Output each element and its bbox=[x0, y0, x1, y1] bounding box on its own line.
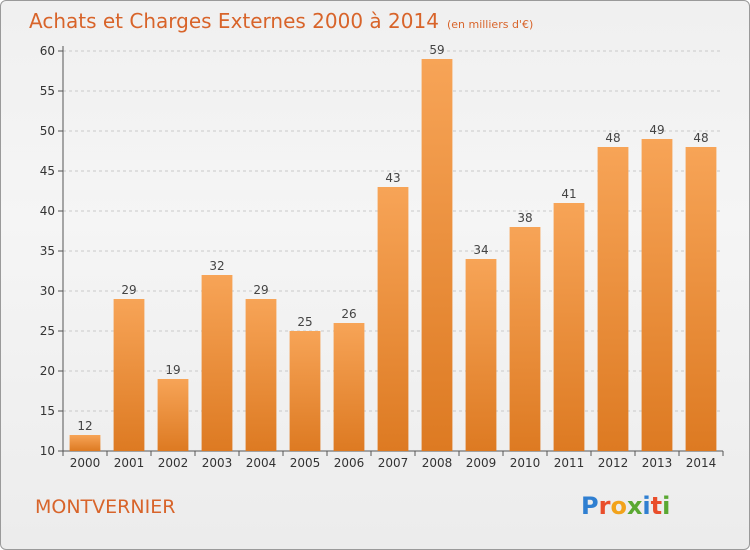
value-label-2009: 34 bbox=[473, 243, 488, 257]
y-tick-label: 50 bbox=[40, 124, 55, 138]
y-tick-label: 40 bbox=[40, 204, 55, 218]
x-tick-label-2002: 2002 bbox=[158, 456, 189, 470]
y-tick-label: 45 bbox=[40, 164, 55, 178]
bar-2008 bbox=[421, 59, 453, 451]
x-tick-label-2012: 2012 bbox=[598, 456, 629, 470]
x-tick-label-2003: 2003 bbox=[202, 456, 233, 470]
x-tick-label-2006: 2006 bbox=[334, 456, 365, 470]
labels: 10 15 20 25 30 35 40 45 50 55 60 12 2000 29 2001 19 2002… bbox=[40, 43, 717, 470]
bars bbox=[69, 59, 717, 451]
value-label-2004: 29 bbox=[253, 283, 268, 297]
y-tick-label: 55 bbox=[40, 84, 55, 98]
x-tick-label-2005: 2005 bbox=[290, 456, 321, 470]
y-tick-label: 30 bbox=[40, 284, 55, 298]
value-label-2001: 29 bbox=[121, 283, 136, 297]
y-tick-label: 20 bbox=[40, 364, 55, 378]
bar-2009 bbox=[465, 259, 497, 451]
value-label-2014: 48 bbox=[693, 131, 708, 145]
value-label-2008: 59 bbox=[429, 43, 444, 57]
bar-2014 bbox=[685, 147, 717, 451]
bar-2011 bbox=[553, 203, 585, 451]
bar-2001 bbox=[113, 299, 145, 451]
bar-2002 bbox=[157, 379, 189, 451]
bar-2007 bbox=[377, 187, 409, 451]
x-tick-label-2007: 2007 bbox=[378, 456, 409, 470]
value-label-2005: 25 bbox=[297, 315, 312, 329]
bar-2005 bbox=[289, 331, 321, 451]
value-label-2000: 12 bbox=[77, 419, 92, 433]
bar-2006 bbox=[333, 323, 365, 451]
value-label-2003: 32 bbox=[209, 259, 224, 273]
x-tick-label-2008: 2008 bbox=[422, 456, 453, 470]
y-tick-label: 10 bbox=[40, 444, 55, 458]
y-tick-label: 25 bbox=[40, 324, 55, 338]
chart-title-text: Achats et Charges Externes 2000 à 2014 bbox=[29, 9, 439, 33]
value-label-2007: 43 bbox=[385, 171, 400, 185]
x-tick-label-2004: 2004 bbox=[246, 456, 277, 470]
bar-2010 bbox=[509, 227, 541, 451]
y-tick-label: 15 bbox=[40, 404, 55, 418]
value-label-2006: 26 bbox=[341, 307, 356, 321]
bar-2013 bbox=[641, 139, 673, 451]
chart-title: Achats et Charges Externes 2000 à 2014 (e… bbox=[29, 9, 533, 33]
x-tick-label-2014: 2014 bbox=[686, 456, 717, 470]
commune-name: MONTVERNIER bbox=[35, 496, 176, 518]
x-tick-label-2010: 2010 bbox=[510, 456, 541, 470]
x-tick-label-2009: 2009 bbox=[466, 456, 497, 470]
chart-subtitle: (en milliers d'€) bbox=[446, 18, 534, 31]
bar-2004 bbox=[245, 299, 277, 451]
value-label-2002: 19 bbox=[165, 363, 180, 377]
value-label-2012: 48 bbox=[605, 131, 620, 145]
x-tick-label-2001: 2001 bbox=[114, 456, 145, 470]
bar-2003 bbox=[201, 275, 233, 451]
y-tick-label: 35 bbox=[40, 244, 55, 258]
x-tick-label-2013: 2013 bbox=[642, 456, 673, 470]
bar-2012 bbox=[597, 147, 629, 451]
proxiti-logo: Proxiti bbox=[581, 492, 671, 520]
y-tick-label: 60 bbox=[40, 44, 55, 58]
x-tick-label-2011: 2011 bbox=[554, 456, 585, 470]
value-label-2011: 41 bbox=[561, 187, 576, 201]
x-tick-label-2000: 2000 bbox=[70, 456, 101, 470]
value-label-2010: 38 bbox=[517, 211, 532, 225]
bar-2000 bbox=[69, 435, 101, 451]
value-label-2013: 49 bbox=[649, 123, 664, 137]
